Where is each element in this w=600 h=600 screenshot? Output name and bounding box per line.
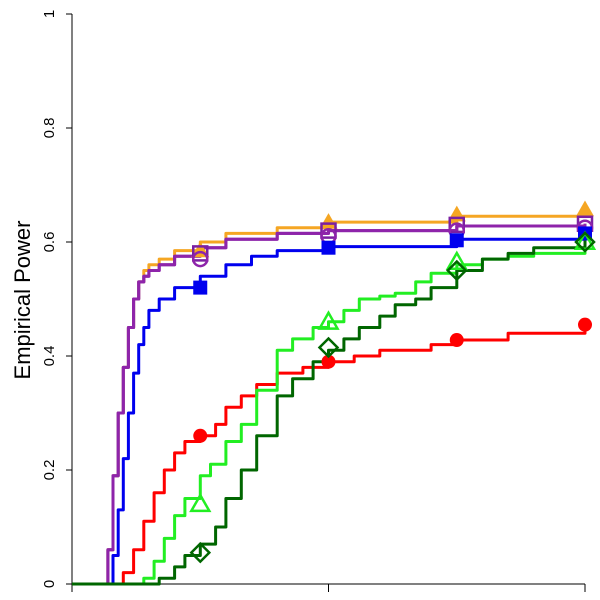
series-7-marker: [574, 231, 596, 253]
series-1-marker: [319, 213, 338, 229]
series-4-marker: [193, 280, 208, 295]
y-tick-label: 0.4: [41, 346, 58, 367]
series-4-marker: [449, 233, 464, 248]
series-5-marker: [449, 333, 464, 348]
series-5-marker: [578, 317, 592, 332]
series-2-marker: [192, 245, 209, 262]
y-tick-label: 0: [41, 580, 58, 588]
series-layer: [72, 210, 587, 586]
series-7-marker: [446, 259, 468, 282]
series-line-5: [72, 330, 587, 586]
series-2-marker: [320, 222, 337, 239]
series-6-marker: [445, 250, 468, 270]
y-tick-label: 0.8: [41, 118, 58, 139]
series-line-4: [72, 233, 587, 586]
series-5-marker: [321, 354, 336, 369]
y-tick-label: 0.2: [41, 460, 58, 481]
series-line-2: [72, 223, 587, 586]
series-7-marker: [317, 336, 340, 359]
series-line-1: [72, 210, 587, 586]
series-line-3: [72, 223, 587, 586]
series-6-marker: [573, 230, 597, 251]
series-4-marker: [321, 240, 336, 255]
y-tick-label: 1: [41, 10, 58, 18]
series-1-marker: [576, 200, 594, 217]
series-line-7: [72, 236, 587, 586]
series-line-6: [72, 244, 587, 586]
series-6-marker: [317, 310, 340, 330]
series-2-marker: [448, 216, 465, 234]
y-axis-title: Empirical Power: [10, 221, 35, 380]
y-tick-label: 0.6: [41, 232, 58, 253]
series-5-marker: [193, 428, 208, 443]
series-6-marker: [189, 492, 212, 513]
series-3-marker: [192, 250, 209, 268]
marker-layer: [189, 200, 597, 564]
series-7-marker: [189, 541, 212, 564]
